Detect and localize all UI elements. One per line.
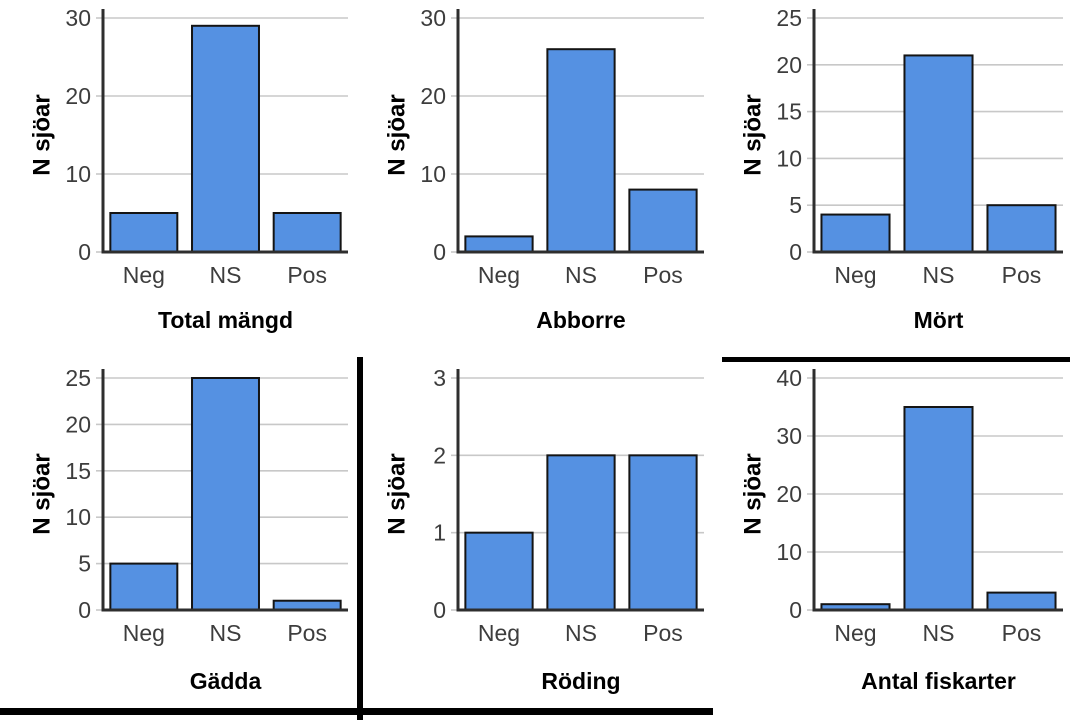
- y-axis-title: N sjöar: [740, 94, 767, 175]
- y-tick-label: 15: [65, 458, 91, 484]
- x-category-label: Pos: [287, 620, 327, 646]
- bar-ns: [546, 48, 616, 254]
- chart-title: Antal fiskarter: [861, 668, 1016, 694]
- y-axis-title: N sjöar: [384, 453, 411, 534]
- y-tick-label: 30: [776, 423, 802, 449]
- divider-vertical-center: [357, 357, 363, 720]
- y-tick-label: 20: [420, 83, 446, 109]
- x-category-label: NS: [923, 262, 955, 288]
- x-category-label: Neg: [123, 262, 165, 288]
- bar-pos: [628, 188, 698, 254]
- y-tick-label: 2: [433, 442, 446, 468]
- x-category-label: Pos: [643, 620, 683, 646]
- y-axis-title: N sjöar: [29, 453, 56, 534]
- bar-ns: [191, 377, 260, 611]
- y-tick-label: 25: [65, 365, 91, 391]
- divider-horizontal-bottom: [0, 708, 713, 715]
- y-tick-label: 20: [65, 411, 91, 437]
- y-tick-label: 15: [776, 99, 802, 125]
- y-axis-title: N sjöar: [29, 94, 56, 175]
- y-tick-label: 30: [65, 5, 91, 31]
- chart-title: Röding: [541, 668, 620, 694]
- chart-title: Total mängd: [158, 307, 293, 333]
- y-tick-label: 25: [776, 5, 802, 31]
- x-category-label: Pos: [287, 262, 327, 288]
- y-tick-label: 20: [65, 83, 91, 109]
- bar-pos: [272, 212, 342, 253]
- x-category-label: Neg: [123, 620, 165, 646]
- divider-horizontal-top-right: [722, 357, 1070, 362]
- y-tick-label: 0: [78, 597, 91, 623]
- y-tick-label: 40: [776, 365, 802, 391]
- y-tick-label: 20: [776, 481, 802, 507]
- chart-antal-fiskarter: 0 10 20 30 40 Neg NS Pos N sjöar Antal fiskarter: [740, 365, 1063, 694]
- chart-mort: 0 5 10 15 20 25 Neg NS Pos N sjöar Mört: [740, 5, 1063, 333]
- y-tick-label: 5: [78, 551, 91, 577]
- chart-roding: 0 1 2 3 Neg NS Pos N sjöar Röding: [384, 365, 704, 694]
- chart-title: Abborre: [536, 307, 625, 333]
- bar-neg: [820, 213, 891, 253]
- chart-title: Mört: [914, 307, 964, 333]
- y-tick-label: 0: [433, 239, 446, 265]
- x-category-label: NS: [210, 262, 242, 288]
- chart-title: Gädda: [190, 668, 262, 694]
- x-category-label: Neg: [478, 620, 520, 646]
- y-tick-label: 10: [65, 161, 91, 187]
- panel-mort: 0 5 10 15 20 25 Neg NS Pos N sjöar Mört: [711, 0, 1070, 350]
- y-tick-label: 1: [433, 520, 446, 546]
- x-category-label: Pos: [1002, 620, 1042, 646]
- bar-pos: [628, 454, 698, 612]
- bar-ns: [191, 24, 260, 253]
- bar-neg: [464, 235, 534, 253]
- y-tick-label: 0: [433, 597, 446, 623]
- x-category-label: Pos: [643, 262, 683, 288]
- x-category-label: NS: [565, 620, 597, 646]
- y-tick-label: 20: [776, 52, 802, 78]
- y-tick-label: 10: [776, 539, 802, 565]
- y-tick-label: 5: [789, 192, 802, 218]
- bar-ns: [546, 454, 616, 612]
- y-tick-label: 0: [789, 239, 802, 265]
- x-category-label: NS: [565, 262, 597, 288]
- chart-gadda: 0 5 10 15 20 25 Neg NS Pos N sjöar Gädda: [29, 365, 348, 694]
- y-tick-label: 0: [78, 239, 91, 265]
- y-tick-label: 10: [65, 504, 91, 530]
- y-tick-label: 10: [776, 145, 802, 171]
- bar-pos: [986, 204, 1057, 253]
- panel-roding: 0 1 2 3 Neg NS Pos N sjöar Röding: [355, 350, 711, 720]
- panel-abborre: 0 10 20 30 Neg NS Pos N sjöar Abborre: [355, 0, 711, 350]
- x-category-label: Neg: [834, 262, 876, 288]
- bar-ns: [903, 54, 974, 253]
- x-category-label: Neg: [478, 262, 520, 288]
- bar-pos: [986, 591, 1057, 612]
- y-tick-label: 30: [420, 5, 446, 31]
- chart-total-mangd: 0 10 20 30 Neg NS Pos N sjöar Total mängd: [29, 5, 348, 333]
- y-axis-title: N sjöar: [384, 94, 411, 175]
- x-category-label: Pos: [1002, 262, 1042, 288]
- panel-antal-fiskarter: 0 10 20 30 40 Neg NS Pos N sjöar Antal fiskarter: [711, 350, 1070, 720]
- bar-neg: [464, 531, 534, 612]
- y-tick-label: 3: [433, 365, 446, 391]
- chart-abborre: 0 10 20 30 Neg NS Pos N sjöar Abborre: [384, 5, 704, 333]
- panel-gadda: 0 5 10 15 20 25 Neg NS Pos N sjöar Gädda: [0, 350, 355, 720]
- x-category-label: Neg: [834, 620, 876, 646]
- x-category-label: NS: [210, 620, 242, 646]
- bar-neg: [109, 212, 179, 253]
- x-category-label: NS: [923, 620, 955, 646]
- y-tick-label: 0: [789, 597, 802, 623]
- bar-neg: [109, 562, 179, 612]
- y-axis-title: N sjöar: [740, 453, 767, 534]
- bar-ns: [903, 406, 974, 611]
- panel-total-mangd: 0 10 20 30 Neg NS Pos N sjöar Total mängd: [0, 0, 355, 350]
- y-tick-label: 10: [420, 161, 446, 187]
